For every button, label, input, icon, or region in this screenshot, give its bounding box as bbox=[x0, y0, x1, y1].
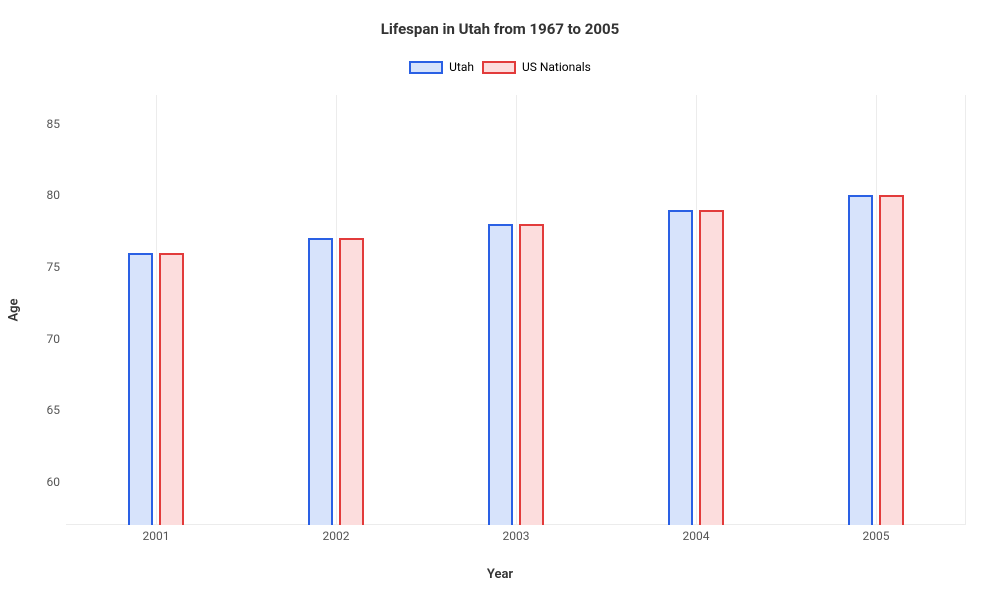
x-tick-label: 2004 bbox=[683, 529, 710, 543]
bar-utah bbox=[488, 224, 513, 525]
y-tick-label: 70 bbox=[47, 332, 61, 346]
bar-utah bbox=[308, 238, 333, 525]
bar-us-nationals bbox=[519, 224, 544, 525]
x-axis-ticks: 2001 2002 2003 2004 2005 bbox=[66, 529, 966, 549]
bar-us-nationals bbox=[879, 195, 904, 525]
x-axis-title: Year bbox=[0, 567, 1000, 582]
x-tick-label: 2005 bbox=[863, 529, 890, 543]
chart-container: Lifespan in Utah from 1967 to 2005 Utah … bbox=[0, 0, 1000, 600]
legend-item-utah: Utah bbox=[409, 60, 474, 74]
legend-swatch-us-nationals bbox=[482, 61, 516, 74]
bar-utah bbox=[668, 210, 693, 525]
legend-label-us-nationals: US Nationals bbox=[522, 60, 591, 74]
y-tick-label: 60 bbox=[47, 475, 61, 489]
y-axis-ticks: 60 65 70 75 80 85 bbox=[32, 95, 60, 525]
x-tick-label: 2002 bbox=[323, 529, 350, 543]
bar-us-nationals bbox=[699, 210, 724, 525]
chart-legend: Utah US Nationals bbox=[0, 60, 1000, 74]
chart-title: Lifespan in Utah from 1967 to 2005 bbox=[0, 0, 1000, 38]
x-tick-label: 2003 bbox=[503, 529, 530, 543]
y-tick-label: 65 bbox=[47, 403, 61, 417]
legend-label-utah: Utah bbox=[449, 60, 474, 74]
legend-item-us-nationals: US Nationals bbox=[482, 60, 591, 74]
bar-us-nationals bbox=[159, 253, 184, 525]
y-tick-label: 75 bbox=[47, 260, 61, 274]
bars-layer bbox=[66, 95, 966, 525]
bar-us-nationals bbox=[339, 238, 364, 525]
y-tick-label: 80 bbox=[47, 188, 61, 202]
plot-area: 606570758085 20012002200320042005 bbox=[66, 95, 966, 525]
legend-swatch-utah bbox=[409, 61, 443, 74]
bar-utah bbox=[848, 195, 873, 525]
bar-utah bbox=[128, 253, 153, 525]
y-tick-label: 85 bbox=[47, 117, 61, 131]
y-axis-title: Age bbox=[7, 298, 22, 321]
x-tick-label: 2001 bbox=[143, 529, 170, 543]
